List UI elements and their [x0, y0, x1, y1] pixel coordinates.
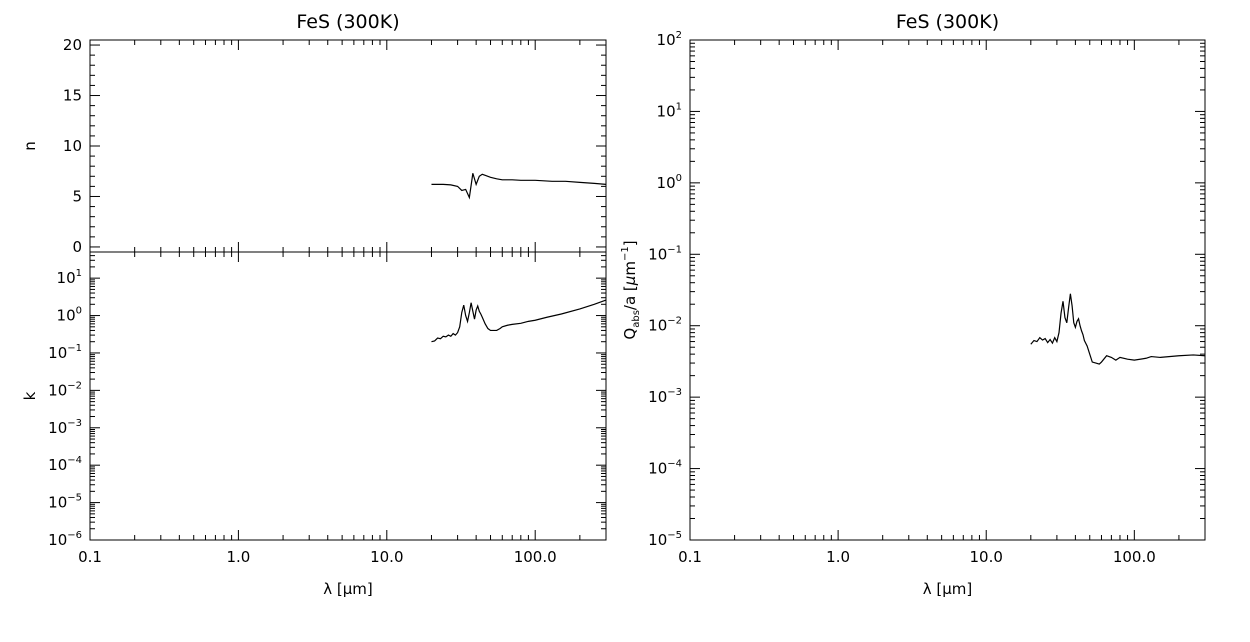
y-tick-label: 10−2	[48, 380, 82, 399]
y-tick-label: 10−6	[48, 530, 82, 549]
data-series-line	[431, 299, 607, 343]
x-tick-label: 10.0	[970, 548, 1003, 566]
x-tick-label: 1.0	[826, 548, 850, 566]
y-tick-label: 10	[63, 137, 82, 155]
chart-title: FeS (300K)	[296, 11, 399, 33]
y-tick-label: 5	[72, 187, 82, 205]
y-tick-label: 100	[657, 173, 682, 192]
y-tick-label: 101	[657, 101, 682, 120]
y-axis-label: Qabs/a [μm−1]	[620, 240, 642, 339]
data-series-line	[431, 173, 607, 200]
plot-frame	[89, 251, 607, 541]
plot-frame	[689, 39, 1206, 541]
y-tick-label: 102	[657, 30, 682, 49]
plot-frame	[89, 39, 607, 253]
x-tick-label: 100.0	[1113, 548, 1156, 566]
x-tick-label: 0.1	[78, 548, 102, 566]
x-axis-label: λ [μm]	[323, 580, 373, 598]
x-tick-label: 10.0	[370, 548, 403, 566]
x-tick-label: 1.0	[226, 548, 250, 566]
y-tick-label: 10−4	[648, 459, 682, 478]
y-axis-label: n	[21, 141, 39, 151]
chart-title: FeS (300K)	[896, 11, 999, 33]
panel-refractive-index-n: 0 5 10 15 20 FeS (300K) n	[21, 11, 607, 256]
y-tick-label: 100	[57, 306, 82, 325]
panel-absorption-efficiency: 0.1 1.0 10.0 100.0 10−5 10−4 10−3 10−2 10−1 100 10…	[620, 11, 1206, 598]
y-tick-label: 10−3	[648, 387, 682, 406]
y-tick-label: 10−3	[48, 418, 82, 437]
x-tick-label: 100.0	[514, 548, 557, 566]
y-tick-label: 15	[63, 87, 82, 105]
y-tick-label: 0	[72, 238, 82, 256]
y-axis-label: k	[21, 391, 39, 400]
panel-extinction-k: 0.1 1.0 10.0 100.0 10−6 10−5 10−4 10−3 10−2 10−1 1…	[21, 251, 607, 598]
x-axis-label: λ [μm]	[923, 580, 973, 598]
y-tick-label: 10−5	[648, 530, 682, 549]
y-tick-label: 10−1	[648, 244, 682, 263]
y-tick-label: 10−5	[48, 493, 82, 512]
data-series-line	[1030, 293, 1206, 365]
y-tick-label: 10−1	[48, 343, 82, 362]
x-tick-label: 0.1	[678, 548, 702, 566]
y-tick-label: 10−2	[648, 316, 682, 335]
y-tick-label: 20	[63, 36, 82, 54]
y-tick-label: 101	[57, 268, 82, 287]
y-tick-label: 10−4	[48, 455, 82, 474]
